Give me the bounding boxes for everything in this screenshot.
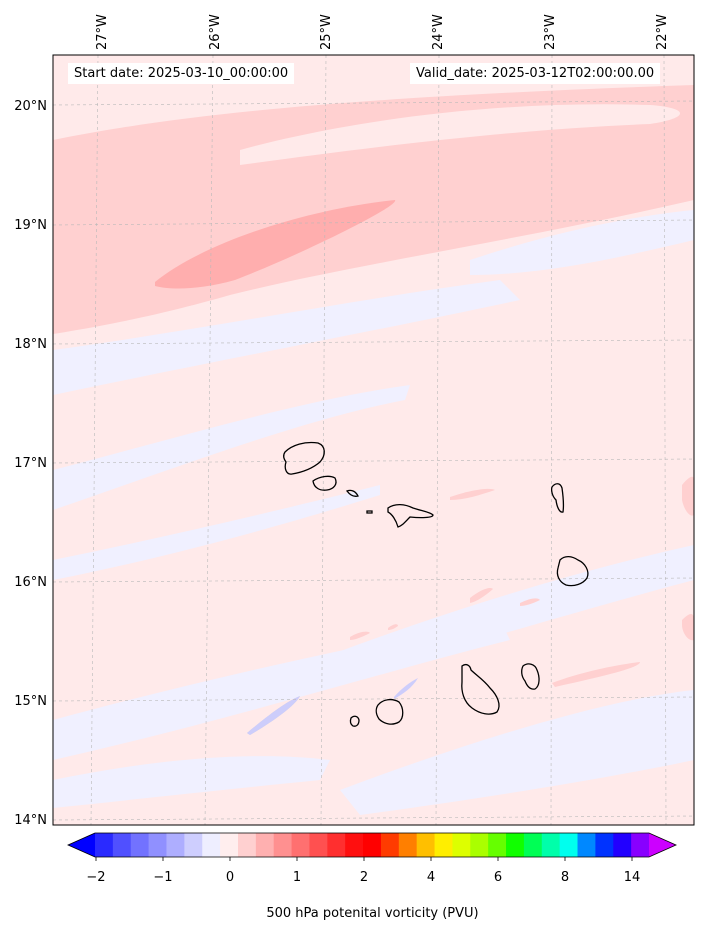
lat-label-19n: 19°N [14, 218, 47, 233]
colorbar-swatch [345, 833, 364, 857]
island-santa-luzia [345, 489, 359, 497]
lat-label-18n: 18°N [14, 337, 47, 352]
colorbar-swatch [309, 833, 328, 857]
island-santo-antao [282, 441, 325, 475]
colorbar-swatch [398, 833, 418, 857]
colorbar-swatch [184, 833, 203, 857]
cb-tick-label: 1 [293, 870, 301, 885]
cb-tick-label: 2 [360, 870, 368, 885]
island-sao-nicolau [387, 503, 434, 528]
colorbar-swatch [202, 833, 221, 857]
colorbar-swatch [595, 833, 614, 857]
pv-field [53, 55, 694, 825]
colorbar-outline [67, 832, 677, 858]
coastlines [282, 441, 589, 727]
lat-label-15n: 15°N [14, 694, 47, 709]
colorbar-swatch [130, 833, 150, 857]
map-frame [52, 54, 695, 826]
lon-label-24w: 24°W [431, 14, 446, 50]
cb-tick-label: −1 [153, 870, 172, 885]
colorbar-swatch [95, 833, 114, 857]
colorbar-swatch [452, 833, 471, 857]
valid-date-label: Valid_date: 2025-03-12T02:00:00.00 [410, 63, 661, 84]
colorbar-swatch [559, 833, 579, 857]
colorbar-tick-labels: −2 −1 0 1 2 4 6 8 14 [86, 870, 640, 885]
island-brava [349, 715, 360, 727]
colorbar-swatch [631, 833, 650, 857]
colorbar-swatch [416, 833, 436, 857]
latitude-labels: 20°N 19°N 18°N 17°N 16°N 15°N 14°N [14, 99, 47, 828]
colorbar-swatch [255, 833, 275, 857]
island-sal [550, 483, 565, 513]
lon-label-23w: 23°W [543, 14, 558, 50]
cb-tick-label: −2 [86, 870, 105, 885]
island-razo [366, 510, 373, 514]
colorbar-swatch [166, 833, 185, 857]
lon-label-25w: 25°W [319, 14, 334, 50]
island-santiago [461, 663, 500, 715]
lon-label-26w: 26°W [208, 14, 223, 50]
colorbar-swatch [541, 833, 561, 857]
cb-tick-label: 14 [624, 870, 641, 885]
colorbar-swatch [613, 833, 632, 857]
colorbar-swatch [291, 833, 311, 857]
cb-tick-label: 8 [561, 870, 569, 885]
colorbar-extend-left [68, 833, 95, 857]
lat-label-14n: 14°N [14, 813, 47, 828]
colorbar-swatch [363, 833, 382, 857]
island-boa-vista [556, 555, 589, 587]
start-date-label: Start date: 2025-03-10_00:00:00 [68, 63, 295, 84]
colorbar-swatch [273, 833, 293, 857]
longitude-labels: 27°W 26°W 25°W 24°W 23°W 22°W [95, 14, 670, 50]
island-maio [521, 663, 540, 690]
colorbar-swatch [577, 833, 596, 857]
colorbar-swatch [380, 833, 400, 857]
lon-label-27w: 27°W [95, 14, 110, 50]
lat-label-16n: 16°N [14, 575, 47, 590]
island-fogo [375, 698, 404, 725]
colorbar-swatch [523, 833, 543, 857]
lon-label-22w: 22°W [655, 14, 670, 50]
colorbar-swatch [470, 833, 489, 857]
colorbar-swatch [506, 833, 525, 857]
lat-label-20n: 20°N [14, 99, 47, 114]
lat-label-17n: 17°N [14, 456, 47, 471]
colorbar-swatch [434, 833, 454, 857]
colorbar-swatch [237, 833, 257, 857]
colorbar-swatch [488, 833, 507, 857]
colorbar-title: 500 hPa potenital vorticity (PVU) [266, 906, 479, 921]
cb-tick-label: 0 [226, 870, 234, 885]
colorbar: −2 −1 0 1 2 4 6 8 14 [67, 832, 677, 885]
cb-tick-label: 6 [494, 870, 502, 885]
cb-tick-label: 4 [427, 870, 435, 885]
colorbar-swatch [220, 833, 239, 857]
colorbar-swatch [327, 833, 346, 857]
island-sao-vicente [312, 475, 337, 491]
colorbar-swatch [148, 833, 168, 857]
colorbar-extend-right [649, 833, 676, 857]
colorbar-swatch [112, 833, 132, 857]
